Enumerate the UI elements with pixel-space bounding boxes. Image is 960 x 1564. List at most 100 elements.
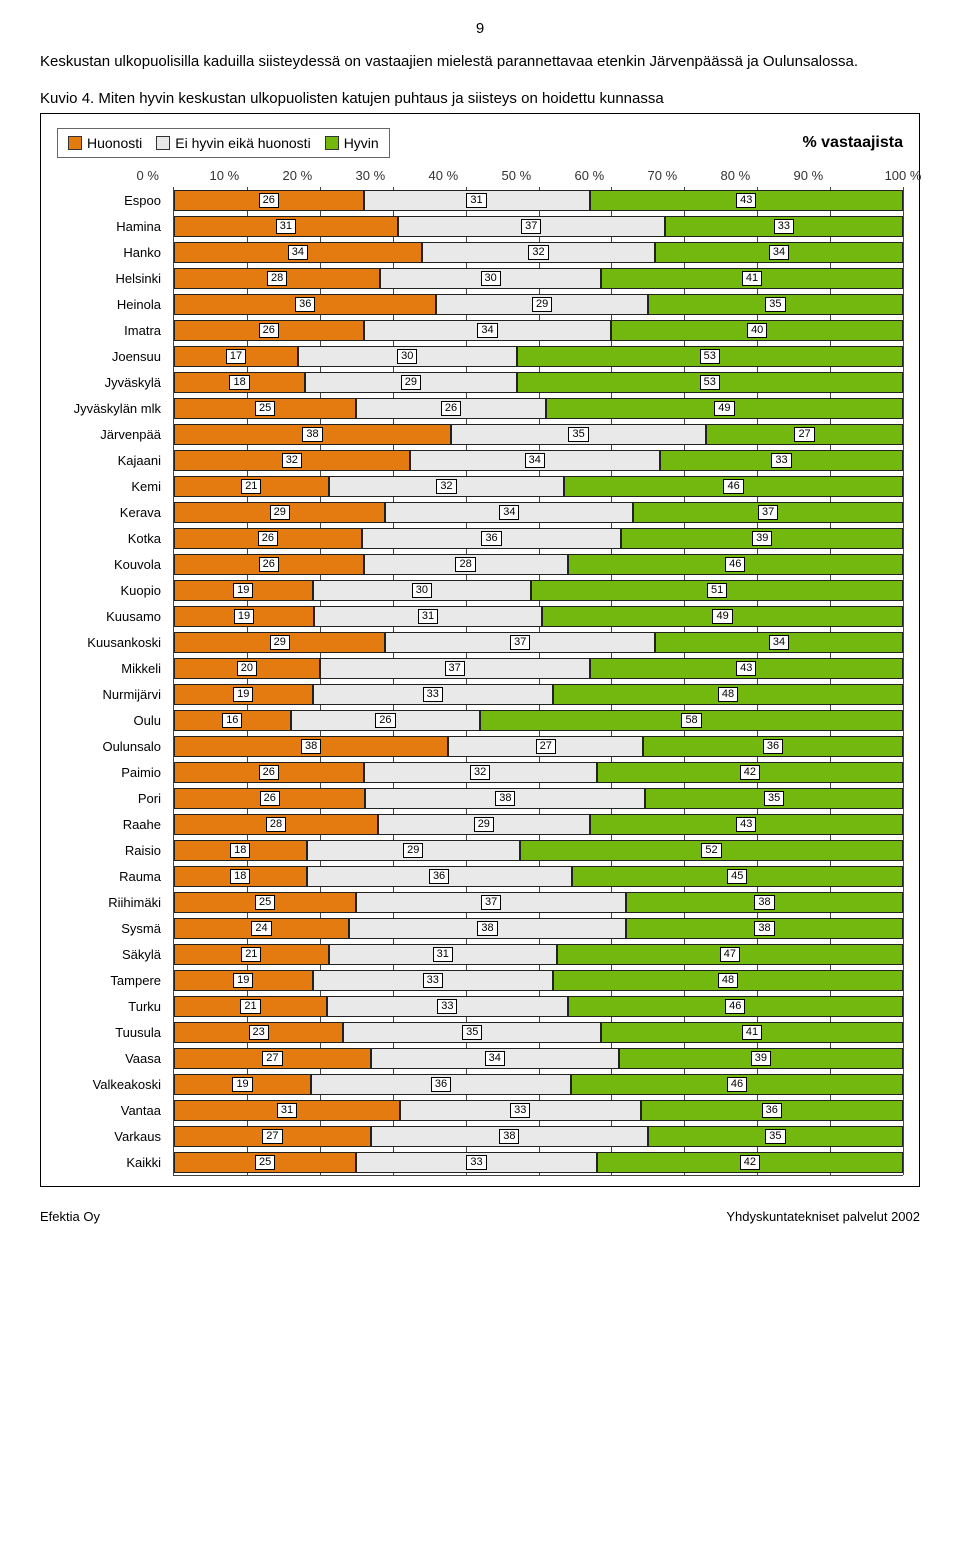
segment-value: 28 [455,557,475,572]
bar-segment: 40 [611,320,903,341]
bar-row: 182953 [174,369,903,395]
bar-row: 213346 [174,993,903,1019]
segment-value: 38 [302,427,322,442]
category-label: Jyväskylä [57,369,167,395]
footer-left: Efektia Oy [40,1209,100,1224]
bar-row: 313733 [174,213,903,239]
category-label: Valkeakoski [57,1071,167,1097]
segment-value: 49 [712,609,732,624]
bar-segment: 30 [313,580,532,601]
bar-segment: 49 [546,398,903,419]
category-label: Oulu [57,707,167,733]
category-label: Hanko [57,239,167,265]
bar-segment: 46 [571,1074,903,1095]
segment-value: 28 [266,817,286,832]
bar-segment: 24 [174,918,349,939]
segment-value: 31 [277,1103,297,1118]
bar-segment: 37 [356,892,626,913]
segment-value: 35 [462,1025,482,1040]
segment-value: 26 [259,765,279,780]
bar-segment: 26 [174,554,364,575]
bar-segment: 31 [174,1100,400,1121]
segment-value: 52 [701,843,721,858]
bar-segment: 38 [174,736,448,757]
page-footer: Efektia Oy Yhdyskuntatekniset palvelut 2… [40,1209,920,1224]
segment-value: 35 [765,297,785,312]
bar-segment: 53 [517,372,903,393]
bars-inner: 2631433137333432342830413629352634401730… [174,187,903,1175]
segment-value: 33 [510,1103,530,1118]
category-label: Raahe [57,811,167,837]
segment-value: 38 [754,921,774,936]
segment-value: 33 [774,219,794,234]
category-label: Nurmijärvi [57,681,167,707]
bar-segment: 29 [305,372,516,393]
segment-value: 32 [470,765,490,780]
category-label: Oulunsalo [57,733,167,759]
segment-value: 24 [251,921,271,936]
segment-value: 25 [255,401,275,416]
segment-value: 19 [232,1077,252,1092]
segment-value: 37 [510,635,530,650]
bar-segment: 31 [174,216,398,237]
bar-segment: 34 [655,632,903,653]
segment-value: 37 [445,661,465,676]
segment-value: 23 [249,1025,269,1040]
bar-row: 213246 [174,473,903,499]
bar-segment: 34 [385,502,633,523]
segment-value: 46 [723,479,743,494]
segment-value: 51 [707,583,727,598]
bar-row: 313336 [174,1097,903,1123]
segment-value: 36 [429,869,449,884]
bar-segment: 36 [311,1074,571,1095]
segment-value: 38 [495,791,515,806]
segment-value: 34 [485,1051,505,1066]
bar-row: 233541 [174,1019,903,1045]
segment-value: 26 [259,323,279,338]
bar-segment: 18 [174,866,307,887]
bar-segment: 27 [706,424,903,445]
legend-swatch [68,136,82,150]
segment-value: 35 [568,427,588,442]
segment-value: 34 [769,635,789,650]
bar-segment: 28 [174,268,380,289]
segment-value: 26 [259,193,279,208]
bar-segment: 35 [645,788,903,809]
bar-segment: 33 [400,1100,641,1121]
bar-segment: 38 [174,424,451,445]
category-label: Varkaus [57,1123,167,1149]
category-label: Kuusamo [57,603,167,629]
segment-value: 48 [718,687,738,702]
segment-value: 31 [276,219,296,234]
bar-segment: 58 [480,710,903,731]
segment-value: 42 [740,765,760,780]
segment-value: 31 [433,947,453,962]
bar-segment: 20 [174,658,320,679]
bar-segment: 32 [174,450,410,471]
segment-value: 29 [270,505,290,520]
bar-segment: 29 [378,814,589,835]
segment-value: 34 [477,323,497,338]
legend-swatch [156,136,170,150]
segment-value: 25 [255,895,275,910]
segment-value: 35 [765,1129,785,1144]
segment-value: 26 [259,557,279,572]
x-axis-tick: 10 % [210,168,283,183]
segment-value: 21 [241,947,261,962]
segment-value: 34 [499,505,519,520]
bar-segment: 46 [568,996,903,1017]
segment-value: 33 [423,687,443,702]
segment-value: 39 [752,531,772,546]
bar-row: 323433 [174,447,903,473]
segment-value: 30 [397,349,417,364]
bar-segment: 36 [643,736,903,757]
segment-value: 53 [700,349,720,364]
percent-of-respondents-label: % vastaajista [802,134,903,152]
bar-segment: 26 [174,320,364,341]
bar-row: 26 32 42 [174,759,903,785]
intro-paragraph: Keskustan ulkopuolisilla kaduilla siiste… [40,51,920,72]
category-label: Mikkeli [57,655,167,681]
bar-row: 183645 [174,863,903,889]
category-labels-column: EspooHaminaHankoHelsinkiHeinolaImatraJoe… [57,187,167,1176]
bars-column: 2631433137333432342830413629352634401730… [173,187,903,1176]
